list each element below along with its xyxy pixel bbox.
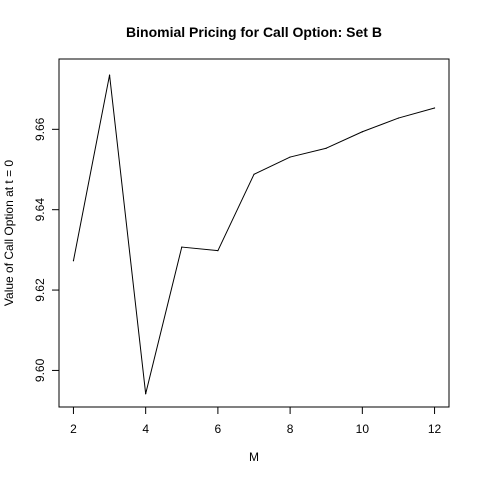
data-point [145, 393, 147, 395]
x-tick-label: 6 [215, 422, 222, 436]
series-0 [72, 74, 436, 395]
x-tick-label: 4 [142, 422, 149, 436]
data-point [181, 246, 183, 248]
data-point [289, 156, 291, 158]
data-point [253, 173, 255, 175]
data-point [361, 131, 363, 133]
y-axis: 9.60 9.62 9.64 9.66 [33, 117, 59, 382]
y-tick-label: 9.66 [33, 117, 47, 141]
data-point [108, 74, 111, 76]
series-layer [72, 74, 436, 395]
x-tick-label: 8 [287, 422, 294, 436]
y-axis-label: Value of Call Option at t = 0 [2, 160, 16, 307]
chart-title: Binomial Pricing for Call Option: Set B [126, 24, 382, 40]
plot-frame [58, 58, 450, 408]
data-point [433, 107, 436, 109]
y-tick-label: 9.60 [33, 358, 47, 382]
data-point [72, 260, 75, 262]
data-point [217, 250, 219, 252]
data-point [397, 117, 400, 119]
data-point [325, 147, 327, 149]
x-tick-label: 10 [356, 422, 370, 436]
x-axis: 2 4 6 8 10 12 [70, 407, 442, 436]
x-tick-label: 2 [70, 422, 77, 436]
y-tick-label: 9.64 [33, 198, 47, 222]
x-axis-label: M [249, 450, 259, 464]
y-tick-label: 9.62 [33, 278, 47, 302]
x-tick-label: 12 [428, 422, 442, 436]
